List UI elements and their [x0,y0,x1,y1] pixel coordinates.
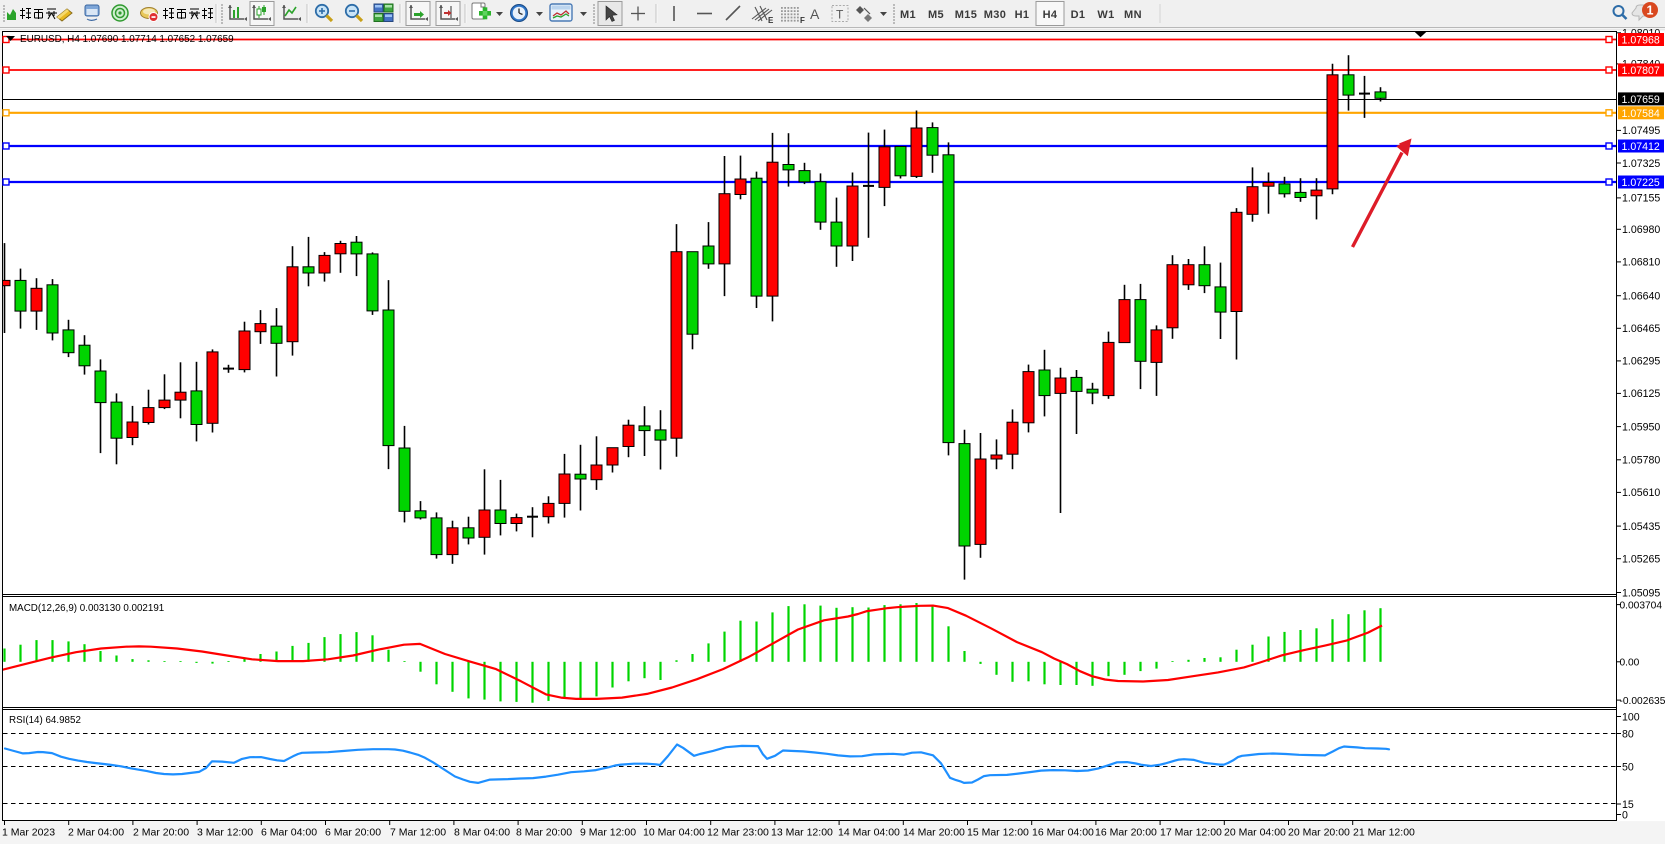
svg-text:2 Mar 20:00: 2 Mar 20:00 [133,827,189,839]
svg-text:1.07155: 1.07155 [1622,193,1660,205]
svg-text:100: 100 [1622,711,1640,723]
svg-text:1.07412: 1.07412 [1622,141,1660,153]
svg-text:1.07659: 1.07659 [1622,94,1660,106]
svg-text:8 Mar 04:00: 8 Mar 04:00 [454,827,510,839]
svg-text:D1: D1 [1071,9,1086,21]
svg-text:13 Mar 12:00: 13 Mar 12:00 [771,827,833,839]
svg-text:1.05095: 1.05095 [1622,587,1660,599]
svg-text:1.06295: 1.06295 [1622,356,1660,368]
svg-text:1.05435: 1.05435 [1622,521,1660,533]
svg-text:1.07225: 1.07225 [1622,177,1660,189]
svg-text:-0.002635: -0.002635 [1620,696,1665,707]
svg-text:6 Mar 20:00: 6 Mar 20:00 [325,827,381,839]
svg-text:1.05610: 1.05610 [1622,487,1660,499]
svg-text:14 Mar 04:00: 14 Mar 04:00 [838,827,900,839]
svg-text:M15: M15 [955,9,978,21]
svg-text:M1: M1 [900,9,916,21]
svg-text:MN: MN [1124,9,1142,21]
svg-text:3 Mar 12:00: 3 Mar 12:00 [197,827,253,839]
svg-text:12 Mar 23:00: 12 Mar 23:00 [707,827,769,839]
svg-text:1 Mar 2023: 1 Mar 2023 [2,827,55,839]
svg-text:21 Mar 12:00: 21 Mar 12:00 [1353,827,1415,839]
svg-text:1.05265: 1.05265 [1622,554,1660,566]
svg-text:20 Mar 20:00: 20 Mar 20:00 [1288,827,1350,839]
svg-text:20 Mar 04:00: 20 Mar 04:00 [1224,827,1286,839]
svg-text:1.07584: 1.07584 [1622,108,1660,120]
svg-text:16 Mar 04:00: 16 Mar 04:00 [1032,827,1094,839]
svg-text:1.06980: 1.06980 [1622,224,1660,236]
svg-text:9 Mar 12:00: 9 Mar 12:00 [580,827,636,839]
svg-text:E: E [768,16,774,25]
svg-text:MACD(12,26,9) 0.003130 0.00219: MACD(12,26,9) 0.003130 0.002191 [9,603,164,614]
svg-text:T: T [836,8,844,22]
svg-text:17 Mar 12:00: 17 Mar 12:00 [1160,827,1222,839]
svg-text:RSI(14) 64.9852: RSI(14) 64.9852 [9,715,81,726]
svg-text:1.07325: 1.07325 [1622,158,1660,170]
svg-text:2 Mar 04:00: 2 Mar 04:00 [68,827,124,839]
svg-text:1: 1 [1647,4,1654,18]
svg-text:10 Mar 04:00: 10 Mar 04:00 [643,827,705,839]
svg-text:16 Mar 20:00: 16 Mar 20:00 [1095,827,1157,839]
svg-text:15: 15 [1622,799,1634,811]
svg-text:1.05950: 1.05950 [1622,421,1660,433]
svg-text:W1: W1 [1097,9,1114,21]
svg-text:1.05780: 1.05780 [1622,455,1660,467]
svg-text:15 Mar 12:00: 15 Mar 12:00 [967,827,1029,839]
svg-text:1.07968: 1.07968 [1622,35,1660,47]
svg-text:M30: M30 [984,9,1007,21]
svg-text:1.06465: 1.06465 [1622,323,1660,335]
svg-text:A: A [810,6,820,22]
svg-text:0: 0 [1622,809,1628,821]
svg-text:1.07807: 1.07807 [1622,65,1660,77]
svg-text:H1: H1 [1015,9,1030,21]
svg-text:0.003704: 0.003704 [1620,600,1663,611]
svg-text:50: 50 [1622,761,1634,773]
svg-text:8 Mar 20:00: 8 Mar 20:00 [516,827,572,839]
svg-text:6 Mar 04:00: 6 Mar 04:00 [261,827,317,839]
svg-text:1.06640: 1.06640 [1622,291,1660,303]
svg-text:0.00: 0.00 [1620,658,1640,669]
svg-text:M5: M5 [928,9,944,21]
svg-text:1.06125: 1.06125 [1622,388,1660,400]
svg-text:1.06810: 1.06810 [1622,257,1660,269]
svg-text:H4: H4 [1043,9,1058,21]
svg-text:EURUSD, H4 1.07690 1.07714 1.: EURUSD, H4 1.07690 1.07714 1.07652 1.076… [20,34,234,45]
svg-text:80: 80 [1622,728,1634,740]
svg-text:7 Mar 12:00: 7 Mar 12:00 [390,827,446,839]
svg-text:14 Mar 20:00: 14 Mar 20:00 [903,827,965,839]
svg-text:1.07495: 1.07495 [1622,125,1660,137]
svg-text:F: F [800,16,805,25]
